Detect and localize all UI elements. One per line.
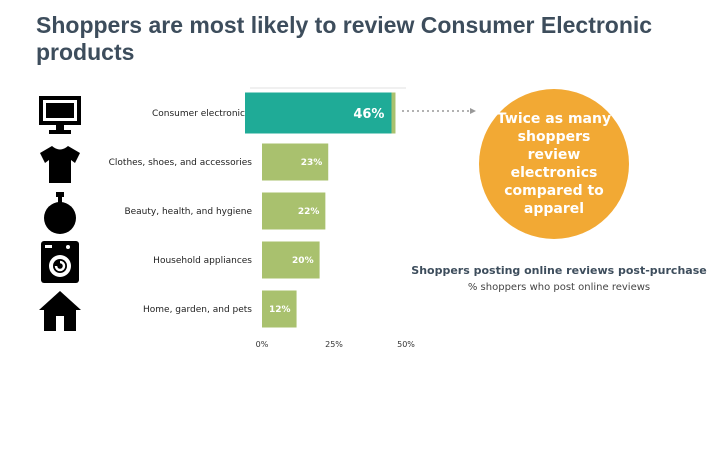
- callout-text: Twice as many shoppers review electronic…: [496, 111, 612, 217]
- value-label: 23%: [301, 158, 323, 168]
- x-tick-label: 50%: [397, 340, 415, 349]
- x-tick-label: 0%: [256, 340, 269, 349]
- chart-title: Shoppers posting online reviews post-pur…: [411, 264, 707, 277]
- value-label: 22%: [298, 207, 320, 217]
- category-label: Home, garden, and pets: [143, 305, 252, 315]
- category-label: Consumer electronics: [152, 109, 250, 119]
- tshirt-icon: [37, 141, 83, 187]
- category-label: Household appliances: [153, 256, 252, 266]
- callout-circle: Twice as many shoppers review electronic…: [479, 89, 629, 239]
- value-label: 20%: [292, 256, 314, 266]
- bar: [262, 290, 297, 328]
- category-label: Clothes, shoes, and accessories: [109, 158, 253, 168]
- bar: [262, 241, 320, 279]
- x-tick-label: 25%: [325, 340, 343, 349]
- bar-highlight: [245, 92, 392, 134]
- perfume-bottle-icon: [37, 190, 83, 236]
- chart-caption: Shoppers posting online reviews post-pur…: [400, 264, 718, 293]
- bar: [262, 143, 329, 181]
- connector-arrowhead: [470, 108, 476, 114]
- value-label: 12%: [269, 305, 291, 315]
- washing-machine-icon: [37, 239, 83, 285]
- value-label: 46%: [353, 107, 384, 122]
- slide-title: Shoppers are most likely to review Consu…: [36, 12, 653, 65]
- monitor-icon: [37, 92, 83, 138]
- bar: [262, 192, 326, 230]
- chart-subtitle: % shoppers who post online reviews: [467, 282, 651, 293]
- category-label: Beauty, health, and hygiene: [124, 207, 252, 217]
- house-icon: [37, 288, 83, 334]
